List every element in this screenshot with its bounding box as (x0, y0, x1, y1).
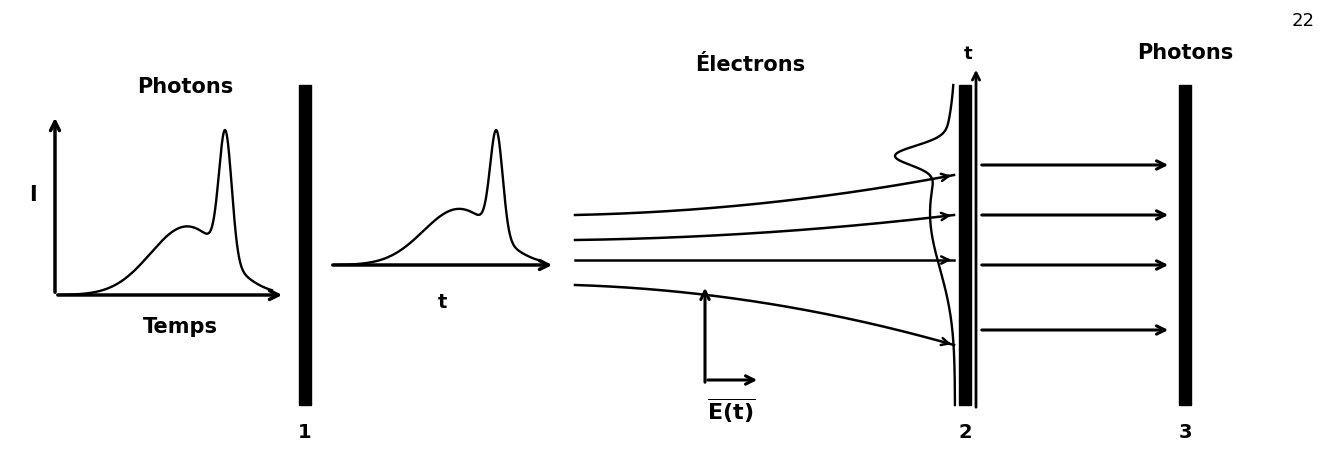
Text: t: t (964, 45, 972, 63)
Text: Photons: Photons (1137, 43, 1233, 63)
Text: t: t (438, 293, 447, 312)
Text: I: I (29, 185, 37, 205)
Text: 3: 3 (1178, 423, 1192, 442)
Bar (299, 85, 311, 405)
Text: 2: 2 (958, 423, 972, 442)
Text: Électrons: Électrons (696, 55, 805, 75)
Text: 1: 1 (298, 423, 311, 442)
Text: Photons: Photons (137, 77, 233, 97)
Text: $\mathbf{\overline{E(t)}}$: $\mathbf{\overline{E(t)}}$ (708, 397, 755, 425)
Bar (1178, 85, 1190, 405)
Bar (959, 85, 971, 405)
Text: 22: 22 (1291, 12, 1315, 30)
Text: Temps: Temps (142, 317, 218, 337)
